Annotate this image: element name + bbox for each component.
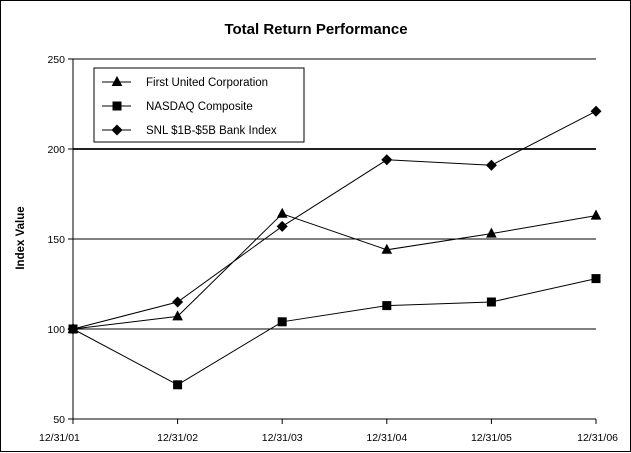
series-1-point-4 bbox=[486, 297, 496, 307]
tick-label-layer: 50 100 150 200 250 12/31/01 12/31/02 12/31/03 12… bbox=[39, 54, 618, 444]
axis-layer bbox=[68, 58, 597, 424]
series-1-point-1 bbox=[173, 380, 183, 390]
series-2-line bbox=[72, 110, 597, 330]
x-tick-label: 12/31/02 bbox=[157, 432, 198, 444]
legend-label-2: SNL $1B-$5B Bank Index bbox=[146, 125, 277, 137]
legend-item-2: SNL $1B-$5B Bank Index bbox=[102, 124, 277, 137]
chart-title: Total Return Performance bbox=[224, 21, 407, 38]
series-legend-2-point-0 bbox=[111, 124, 123, 136]
series-layer bbox=[67, 105, 602, 390]
series-0-point-2 bbox=[276, 207, 288, 218]
series-2-point-3 bbox=[381, 154, 393, 166]
legend-label-0: First United Corporation bbox=[146, 77, 268, 89]
x-tick-label: 12/31/06 bbox=[577, 432, 618, 444]
series-2-point-0 bbox=[67, 323, 79, 335]
series-0-point-4 bbox=[486, 227, 497, 238]
y-tick-label: 100 bbox=[47, 324, 65, 336]
series-1 bbox=[68, 274, 601, 390]
series-1-point-2 bbox=[277, 317, 287, 327]
series-2-point-5 bbox=[590, 105, 602, 117]
legend-item-0: First United Corporation bbox=[102, 75, 268, 89]
series-0-line bbox=[72, 213, 597, 330]
series-2-point-2 bbox=[276, 220, 288, 232]
legend: First United Corporation NASDAQ Composite… bbox=[93, 67, 305, 143]
series-0-point-5 bbox=[590, 209, 602, 220]
x-tick-label: 12/31/05 bbox=[471, 432, 512, 444]
series-1-point-3 bbox=[382, 301, 392, 311]
series-0-point-1 bbox=[172, 310, 183, 321]
series-2-point-4 bbox=[485, 159, 497, 171]
series-1-point-5 bbox=[591, 274, 601, 284]
y-tick-label: 150 bbox=[47, 234, 65, 246]
x-tick-label: 12/31/03 bbox=[262, 432, 303, 444]
series-2 bbox=[67, 105, 602, 335]
series-0-point-3 bbox=[381, 243, 393, 254]
legend-label-1: NASDAQ Composite bbox=[146, 101, 253, 113]
y-axis-label: Index Value bbox=[15, 206, 27, 269]
series-legend-0-point-0 bbox=[111, 75, 123, 86]
y-tick-label: 200 bbox=[47, 144, 65, 156]
x-tick-label: 12/31/04 bbox=[366, 432, 407, 444]
series-2-point-1 bbox=[172, 296, 184, 308]
x-tick-label: 12/31/01 bbox=[39, 432, 80, 444]
series-1-line bbox=[72, 278, 597, 386]
legend-item-1: NASDAQ Composite bbox=[102, 101, 253, 113]
y-tick-label: 50 bbox=[53, 414, 65, 426]
y-tick-label: 250 bbox=[47, 54, 65, 66]
series-legend-1-point-0 bbox=[112, 101, 122, 111]
grid-layer bbox=[73, 58, 596, 330]
